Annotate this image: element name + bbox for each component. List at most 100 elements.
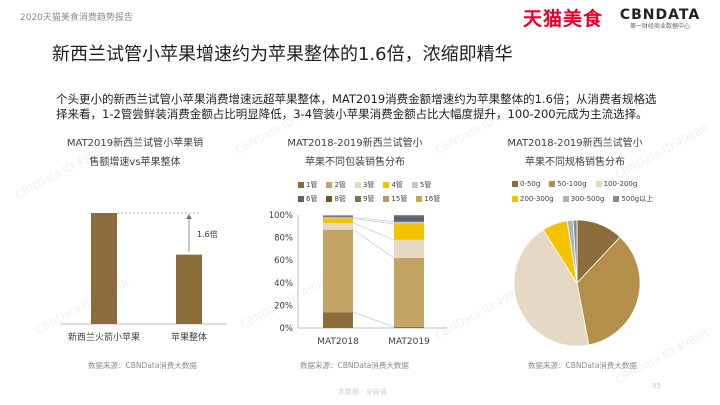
chart3-legend-label: 100-200g bbox=[603, 180, 638, 188]
chart2-legend-swatch bbox=[383, 196, 390, 202]
cbndata-logo: CBNDATA 第一财经商业数据中心 bbox=[610, 8, 710, 31]
chart2-ytick-label: 100% bbox=[269, 211, 293, 221]
chart1-title-line2: 售额增速vs苹果整体 bbox=[89, 157, 181, 168]
chart2-category-label: MAT2018 bbox=[317, 337, 359, 347]
chart1-annotation-label: 1.6倍 bbox=[197, 229, 218, 239]
chart2-connector bbox=[352, 222, 395, 241]
chart2-legend-swatch bbox=[411, 182, 418, 188]
chart2-bar-segment bbox=[394, 326, 424, 328]
chart2-legend-label: 1管 bbox=[306, 181, 318, 189]
chart2-legend-item: 5管 bbox=[411, 180, 432, 190]
chart2-bar-segment bbox=[323, 215, 353, 216]
chart2-legend-swatch bbox=[326, 182, 333, 188]
chart3-legend-label: 50-100g bbox=[557, 180, 587, 188]
page-number: 95 bbox=[652, 382, 661, 390]
chart3-legend-item: 100-200g bbox=[595, 180, 638, 188]
chart2-legend-label: 2管 bbox=[334, 181, 346, 189]
chart1-bar bbox=[91, 213, 117, 324]
chart2-legend-swatch bbox=[354, 182, 361, 188]
chart2-bar-segment bbox=[394, 215, 424, 217]
chart2-legend-item: 16管 bbox=[416, 194, 440, 204]
chart3-title-line1: MAT2018-2019新西兰试管小 bbox=[507, 138, 643, 149]
chart2-source: 数据来源：CBNData消费大数据 bbox=[300, 361, 409, 370]
chart3-legend-swatch bbox=[512, 196, 518, 202]
chart3-legend-label: 300-500g bbox=[570, 195, 605, 203]
chart2-bar-segment bbox=[323, 217, 353, 219]
chart3-legend-item: 50-100g bbox=[549, 180, 587, 188]
chart2-legend-label: 16管 bbox=[424, 195, 441, 203]
chart2-legend-label: 9管 bbox=[362, 195, 375, 203]
chart1-svg: 新西兰火箭小苹果 苹果整体 1.6倍 bbox=[60, 212, 227, 343]
chart2-legend-swatch bbox=[298, 196, 304, 202]
report-label: 2020天猫美食消费趋势报告 bbox=[20, 13, 133, 23]
chart2-legend-item: 9管 bbox=[354, 194, 375, 204]
chart1-source: 数据来源：CBNData消费大数据 bbox=[88, 361, 197, 370]
chart2-bar-segment bbox=[323, 216, 353, 218]
page-title: 新西兰试管小苹果增速约为苹果整体的1.6倍，浓缩即精华 bbox=[52, 44, 513, 65]
chart3-legend-swatch bbox=[549, 181, 556, 187]
chart2-legend-label: 3管 bbox=[362, 181, 375, 189]
cbndata-logo-name: CBNDATA bbox=[619, 7, 701, 23]
chart2-bar-segment bbox=[394, 239, 424, 258]
footer-mark: 本数据 · 全网通 bbox=[338, 388, 387, 396]
chart1-bar bbox=[176, 254, 202, 324]
chart3-legend-label: 500g以上 bbox=[621, 195, 654, 203]
chart3-title: MAT2018-2019新西兰试管小 苹果不同规格销售分布 bbox=[500, 134, 650, 172]
chart2-ytick-label: 0% bbox=[280, 324, 294, 334]
chart1-category-label: 新西兰火箭小苹果 bbox=[68, 331, 140, 343]
chart1-title-line1: MAT2019新西兰试管小苹果销 bbox=[66, 138, 204, 149]
chart2-bar-segment bbox=[394, 216, 424, 222]
chart2-legend-label: 4管 bbox=[391, 181, 403, 189]
chart2-bar-segment bbox=[323, 222, 353, 230]
chart2-connector bbox=[352, 216, 395, 223]
chart2-legend-swatch bbox=[354, 196, 361, 202]
chart2-bar-segment bbox=[323, 215, 353, 217]
chart2-legend-item: 3管 bbox=[354, 180, 375, 190]
chart3-legend-item: 500g以上 bbox=[613, 194, 653, 204]
tmall-logo: 天猫美食 bbox=[523, 8, 604, 30]
chart3-legend-item: 300-500g bbox=[562, 195, 605, 203]
chart3-pie-slice bbox=[572, 219, 578, 284]
chart3-legend-swatch bbox=[562, 196, 569, 202]
chart2-connector bbox=[352, 229, 395, 259]
chart3-legend-item: 200-300g bbox=[512, 195, 554, 203]
chart3-legend-swatch bbox=[512, 181, 518, 187]
chart3-legend-swatch bbox=[613, 196, 620, 202]
chart2-legend-label: 5管 bbox=[419, 181, 432, 189]
chart2-legend-label: 15管 bbox=[391, 195, 408, 203]
chart3-pie-slice bbox=[513, 229, 590, 347]
chart2-legend-item: 8管 bbox=[326, 194, 346, 204]
chart2-legend-item: 1管 bbox=[298, 180, 317, 190]
chart2-legend-item: 4管 bbox=[383, 180, 403, 190]
chart1-category-label: 苹果整体 bbox=[171, 331, 207, 343]
chart2-ytick-label: 40% bbox=[274, 279, 293, 289]
chart3-title-line2: 苹果不同规格销售分布 bbox=[525, 157, 625, 168]
chart2-legend-row2: 6管 8管 9管 15管 16管 bbox=[298, 194, 449, 204]
chart2-legend-swatch bbox=[326, 196, 333, 202]
chart1-arrow-head bbox=[186, 214, 192, 219]
chart2-legend-item: 6管 bbox=[298, 194, 317, 204]
chart2-legend-label: 8管 bbox=[334, 195, 346, 203]
cbndata-logo-subtitle: 第一财经商业数据中心 bbox=[629, 23, 690, 30]
chart2-legend-item: 15管 bbox=[383, 194, 407, 204]
chart1-title: MAT2019新西兰试管小苹果销 售额增速vs苹果整体 bbox=[60, 134, 210, 172]
chart3-legend-label: 0-50g bbox=[520, 180, 541, 188]
chart3-legend-row1: 0-50g 50-100g 100-200g bbox=[512, 180, 646, 188]
chart2-bar-segment bbox=[323, 218, 353, 223]
chart2-connector bbox=[352, 311, 395, 328]
chart2-ytick-label: 60% bbox=[274, 256, 293, 266]
chart2-bar-segment bbox=[394, 257, 424, 327]
chart2-bar-segment bbox=[394, 224, 424, 240]
chart3-legend-row2: 200-300g 300-500g 500g以上 bbox=[512, 194, 662, 204]
chart2-legend-swatch bbox=[383, 182, 390, 188]
chart2-bar-segment bbox=[323, 312, 353, 328]
chart3-legend-label: 200-300g bbox=[520, 195, 554, 203]
chart2-svg: 0% 20% 40% 60% 80% 100% MAT2018 MAT2019 bbox=[269, 211, 447, 347]
chart2-ytick-label: 80% bbox=[274, 234, 293, 244]
chart2-title: MAT2018-2019新西兰试管小 苹果不同包装销售分布 bbox=[280, 134, 430, 172]
chart2-legend-item: 2管 bbox=[326, 180, 346, 190]
chart2-bar-segment bbox=[323, 229, 353, 313]
chart2-legend-swatch bbox=[416, 196, 423, 202]
chart2-legend-label: 6管 bbox=[306, 195, 318, 203]
chart2-legend-row1: 1管 2管 3管 4管 5管 bbox=[298, 180, 440, 190]
